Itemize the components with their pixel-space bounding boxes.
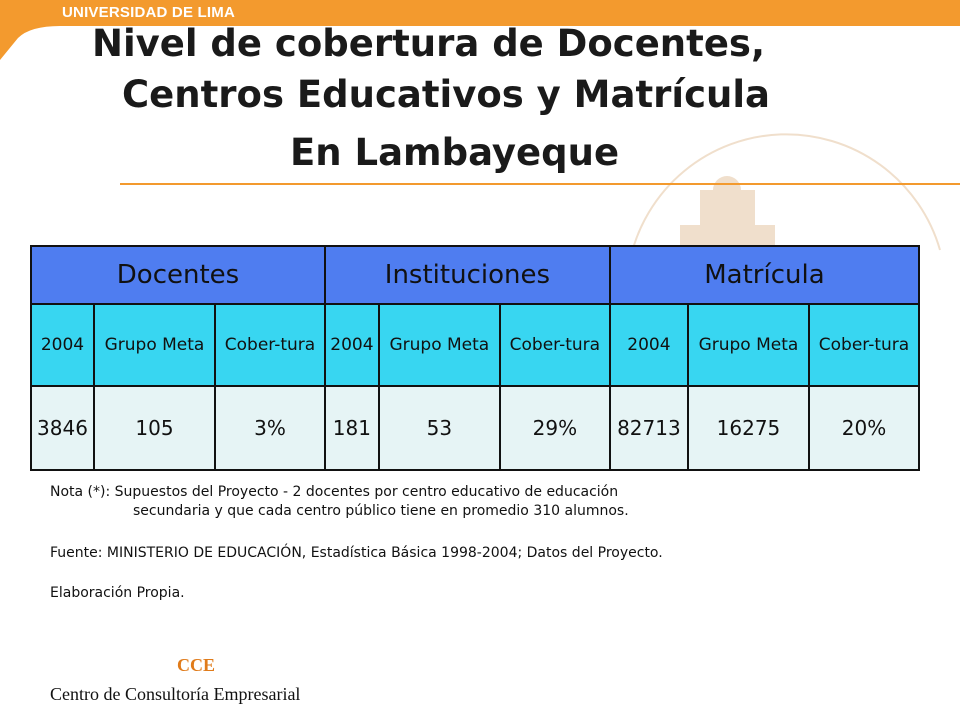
header-banner xyxy=(0,0,960,60)
value-cell: 53 xyxy=(377,385,501,471)
university-brand: UNIVERSIDAD DE LIMA xyxy=(62,4,235,21)
footer-organization-name: Centro de Consultoría Empresarial xyxy=(50,684,301,704)
page-title-line-1: Nivel de cobertura de Docentes, xyxy=(92,22,766,65)
source-note: Fuente: MINISTERIO DE EDUCACIÓN, Estadís… xyxy=(50,545,663,561)
table-header-row: Docentes Instituciones Matrícula xyxy=(30,245,921,305)
value-cell: 16275 xyxy=(686,385,810,471)
table-row: 3846 105 3% 181 53 29% 82713 16275 20% xyxy=(30,385,921,471)
footer-acronym: CCE xyxy=(177,655,216,675)
subheader-cell: Cober-tura xyxy=(214,303,326,387)
group-header-matricula: Matrícula xyxy=(608,245,921,305)
subheader-cell: Grupo Meta xyxy=(377,303,501,387)
table-subheader-row: 2004 Grupo Meta Cober-tura 2004 Grupo Me… xyxy=(30,303,921,387)
subheader-cell: Cober-tura xyxy=(807,303,921,387)
subheader-cell: Grupo Meta xyxy=(686,303,810,387)
page-title-line-2: Centros Educativos y Matrícula xyxy=(122,73,770,116)
value-cell: 105 xyxy=(92,385,217,471)
university-seal-watermark xyxy=(629,133,941,260)
value-cell: 181 xyxy=(323,385,380,471)
value-cell: 29% xyxy=(498,385,611,471)
note-line-1: Nota (*): Supuestos del Proyecto - 2 doc… xyxy=(50,484,619,500)
value-cell: 3846 xyxy=(30,385,95,471)
value-cell: 20% xyxy=(807,385,921,471)
subheader-cell: 2004 xyxy=(30,303,95,387)
coverage-table: Docentes Instituciones Matrícula 2004 Gr… xyxy=(30,245,921,471)
subheader-cell: Grupo Meta xyxy=(92,303,217,387)
page-title-line-3: En Lambayeque xyxy=(290,131,620,174)
group-header-instituciones: Instituciones xyxy=(323,245,611,305)
value-cell: 3% xyxy=(214,385,326,471)
note-line-2: secundaria y que cada centro público tie… xyxy=(133,503,629,519)
subheader-cell: 2004 xyxy=(323,303,380,387)
subheader-cell: 2004 xyxy=(608,303,689,387)
elaboration-note: Elaboración Propia. xyxy=(50,585,185,601)
subheader-cell: Cober-tura xyxy=(498,303,611,387)
title-divider xyxy=(120,183,960,185)
value-cell: 82713 xyxy=(608,385,689,471)
group-header-docentes: Docentes xyxy=(30,245,326,305)
